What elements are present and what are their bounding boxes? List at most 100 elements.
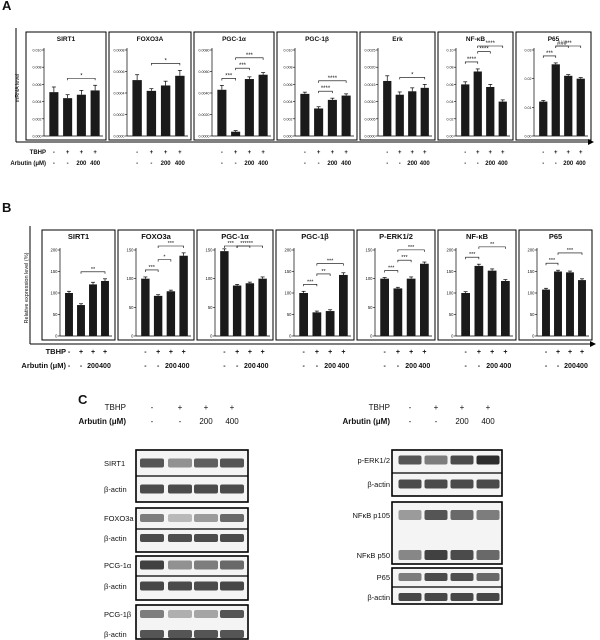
panel-a-chart-pgc-1alpha-y-tick-label: 0.0060 (199, 70, 210, 74)
panel-a-chart-nf-kappab-tbhp-sign: + (488, 150, 492, 156)
panel-b-chart-pgc-1alpha-tbhp-sign: + (235, 349, 239, 356)
panel-a-chart-nf-kappab-y-tick-label: 0.04 (447, 100, 454, 104)
panel-a-chart-erk-tbhp-sign: + (398, 150, 402, 156)
panel-b-chart-p-erk1-2-tbhp-sign: + (422, 349, 426, 356)
panel-b-chart-pgc-1beta-arbutin-value: - (302, 363, 305, 370)
panel-b-chart-sirt1-y-tick-label: 50 (53, 312, 58, 317)
panel-a-chart-pgc-1beta-tbhp-sign: + (344, 150, 348, 156)
panel-a-chart-sirt1-significance-label: * (80, 73, 83, 79)
panel-b-chart-p65-tbhp-sign: + (580, 349, 584, 356)
panel-b-chart-p-erk1-2-tbhp-sign: + (409, 349, 413, 356)
panel-a-chart-nf-kappab-y-tick-label: 0.08 (447, 66, 454, 70)
panel-b-chart-nf-kappab-arbutin-value: - (478, 363, 481, 370)
panel-a-chart-pgc-1alpha-bar (231, 131, 241, 136)
panel-a-chart-foxo3a-arbutin-value: - (136, 161, 138, 167)
panel-a-chart-foxo3a: FOXO3A 0.0000 0.0002 0.0004 0.0006 0.0008 * (108, 31, 192, 141)
panel-a-chart-pgc-1alpha-y-tick-label: 0.0020 (199, 113, 210, 117)
blot-right-band-p-erk1-2 (398, 455, 422, 465)
panel-a-chart-sirt1-bar (76, 94, 86, 136)
blot-right-arbutin-label: Arbutin (μM) (342, 417, 390, 426)
blot-left-band-beta-actin (194, 534, 218, 542)
panel-a-chart-pgc-1beta-bar (314, 108, 324, 136)
panel-b-chart-pgc-1alpha-y-tick-label: 0 (210, 334, 213, 339)
blot-left-band-beta-actin (194, 630, 218, 638)
panel-b-chart-pgc-1alpha-significance-label: *** (228, 241, 235, 247)
blot-right-band-label-nfkappab-p105: NFκB p105 (352, 511, 390, 520)
panel-b-chart-p65-title: P65 (549, 232, 562, 241)
panel-b-chart-p65-y-tick-label: 100 (528, 291, 536, 296)
panel-a-chart-erk-bar (383, 80, 392, 136)
panel-a-chart-p65-tbhp-sign: + (566, 150, 570, 156)
panel-b-chart-foxo3a-y-tick-label: 100 (127, 276, 135, 281)
panel-a-chart-pgc-1beta-arbutin-value: - (304, 161, 306, 167)
panel-a-chart-erk-tbhp-sign: - (386, 150, 388, 156)
panel-a-chart-foxo3a-y-tick-label: 0.0000 (114, 135, 125, 139)
panel-b-chart-pgc-1alpha-significance-label: *** (240, 241, 247, 247)
panel-b-chart-pgc-1beta-bar (312, 312, 322, 336)
panel-b-arrowhead (590, 341, 596, 347)
blot-left-tbhp-sign: + (230, 403, 235, 412)
panel-b-chart-foxo3a-significance-label: *** (149, 265, 156, 271)
panel-b-chart-sirt1-bar (101, 280, 109, 336)
panel-b-chart-nf-kappab-bar (474, 265, 484, 336)
panel-b-chart-sirt1-tbhp-sign: + (91, 349, 95, 356)
panel-a-chart-nf-kappab-y-tick-label: 0.02 (447, 117, 454, 121)
panel-a-chart-sirt1-significance-bracket (67, 77, 96, 81)
panel-a-chart-pgc-1beta-y-tick-label: 0.006 (284, 83, 293, 87)
panel-b-chart-foxo3a-bar (179, 255, 188, 336)
panel-a-chart-pgc-1alpha-bar (258, 74, 268, 136)
panel-a-chart-nf-kappab-significance-bracket (464, 61, 479, 64)
panel-a-chart-foxo3a-y-tick-label: 0.0004 (114, 92, 125, 96)
panel-a-chart-pgc-1beta-tbhp-sign: - (304, 150, 306, 156)
panel-b-chart-pgc-1beta-tbhp-sign: + (328, 349, 332, 356)
panel-a-chart-pgc-1beta: PGC-1β 0.000 0.002 0.004 0.006 0.008 0.010 ****… (276, 31, 358, 141)
panel-a-chart-nf-kappab-bar (498, 101, 507, 136)
blot-left-band-sirt1 (194, 458, 218, 468)
panel-a-chart-erk-y-tick-label: 0.0005 (365, 117, 376, 121)
panel-b-chart-pgc-1alpha-bar (245, 283, 255, 336)
blot-left-band-beta-actin (168, 484, 192, 494)
panel-b-chart-p65-tbhp-sign: + (556, 349, 560, 356)
blot-left-band-pcg-1alpha (194, 560, 218, 570)
panel-a-chart-pgc-1beta-y-tick-label: 0.008 (284, 66, 293, 70)
panel-a-label: A (2, 0, 12, 13)
blot-left-tbhp-sign: + (178, 403, 183, 412)
panel-b-chart-p-erk1-2-arbutin-value: 200 (405, 363, 417, 370)
blot-right-band-nfkappab-p105 (476, 510, 500, 520)
panel-a-chart-erk: Erk 0.0000 0.0005 0.0010 0.0015 0.0020 0.0025 * (359, 31, 436, 141)
blot-left-band-label-beta-actin: β-actin (104, 582, 127, 591)
panel-a-chart-foxo3a-y-tick-label: 0.0008 (114, 49, 125, 53)
panel-b-chart-foxo3a-y-tick-label: 0 (131, 334, 134, 339)
panel-a-chart-pgc-1alpha-y-tick-label: 0.0000 (199, 135, 210, 139)
panel-a-chart-sirt1-y-tick-label: 0.006 (33, 83, 42, 87)
blot-right-band-nfkappab-p105 (398, 510, 422, 520)
panel-b-chart-pgc-1beta-significance-label: *** (327, 259, 334, 265)
panel-a-chart-p65-arbutin-value: 200 (563, 161, 574, 167)
blot-left-band-beta-actin (220, 581, 244, 591)
panel-b-chart-p-erk1-2-title: P-ERK1/2 (379, 232, 413, 241)
panel-a-chart-p65-title: P65 (548, 36, 560, 43)
panel-b-chart-pgc-1beta-tbhp-sign: + (315, 349, 319, 356)
panel-a-arrowhead (588, 139, 594, 145)
blot-left-band-foxo3a (220, 514, 244, 522)
panel-b-chart-p65-y-tick-label: 0 (532, 334, 535, 339)
panel-b-chart-p-erk1-2-significance-label: *** (388, 266, 395, 272)
blot-right-arbutin-value: 400 (481, 417, 495, 426)
panel-b-chart-p65-bar (578, 280, 586, 336)
panel-a-chart-pgc-1alpha-y-tick-label: 0.0040 (199, 92, 210, 96)
panel-b-chart-pgc-1alpha-significance-label: *** (247, 241, 254, 247)
panel-b-chart-sirt1-y-tick-label: 150 (51, 269, 59, 274)
panel-b-chart-pgc-1alpha-bar (220, 251, 229, 336)
panel-b-chart-nf-kappab-y-tick-label: 200 (447, 248, 455, 253)
panel-b-chart-p-erk1-2-significance-bracket (397, 249, 425, 252)
panel-a-chart-nf-kappab-y-tick-label: 0.06 (447, 83, 454, 87)
panel-b-label: B (2, 200, 12, 215)
blot-right-band-beta-actin (476, 479, 500, 489)
blot-left-band-beta-actin (194, 581, 218, 591)
panel-b-chart-p65-y-tick-label: 150 (528, 269, 536, 274)
blot-right-arbutin-value: - (435, 417, 438, 426)
blot-right-band-label-beta-actin: β-actin (367, 593, 390, 602)
panel-a-chart-sirt1-y-tick-label: 0.008 (33, 66, 42, 70)
blot-right-band-p-erk1-2 (476, 455, 500, 465)
